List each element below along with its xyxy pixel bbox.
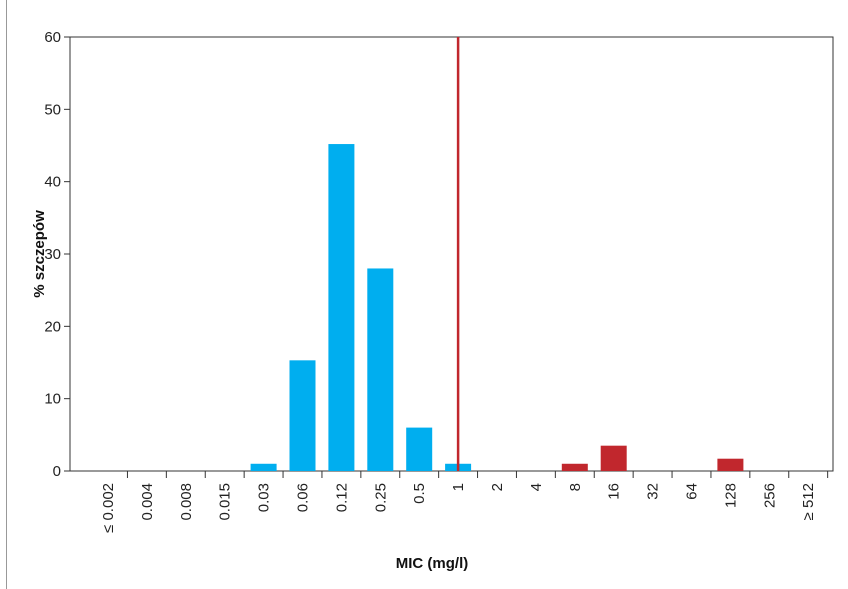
bar bbox=[367, 268, 394, 471]
x-tick-label: 1 bbox=[450, 483, 467, 491]
bar bbox=[406, 427, 433, 471]
y-tick-label: 40 bbox=[44, 174, 61, 191]
y-tick-label: 60 bbox=[44, 29, 61, 46]
x-tick-label: 0.015 bbox=[217, 483, 234, 521]
y-tick-label: 20 bbox=[44, 318, 61, 335]
y-tick-label: 50 bbox=[44, 101, 61, 118]
bar bbox=[289, 360, 316, 471]
x-tick-label: ≤ 0.002 bbox=[100, 483, 117, 533]
y-axis-title: % szczepów bbox=[31, 210, 48, 298]
x-tick-label: 64 bbox=[684, 483, 701, 500]
x-axis: ≤ 0.002 0.004 0.008 0.015 0.03 0.06 0.12 0.25 0.… bbox=[100, 471, 829, 533]
bars bbox=[250, 144, 744, 471]
bar bbox=[717, 458, 744, 471]
x-tick-label: 16 bbox=[606, 483, 623, 500]
x-tick-label: 0.008 bbox=[178, 483, 195, 521]
x-tick-label: 0.03 bbox=[256, 483, 273, 512]
x-tick-label: 32 bbox=[645, 483, 662, 500]
x-tick-label: 4 bbox=[528, 483, 545, 491]
bar bbox=[328, 144, 355, 471]
x-tick-label: 0.5 bbox=[411, 483, 428, 504]
bar bbox=[250, 463, 277, 471]
x-tick-label: 0.25 bbox=[372, 483, 389, 512]
x-tick-label: 0.004 bbox=[139, 483, 156, 521]
bar bbox=[600, 445, 627, 471]
x-tick-label: ≥ 512 bbox=[800, 483, 817, 520]
plot-frame bbox=[69, 36, 834, 472]
x-tick-label: 128 bbox=[722, 483, 739, 508]
x-tick-label: 0.12 bbox=[333, 483, 350, 512]
y-tick-label: 30 bbox=[44, 246, 61, 263]
y-tick-label: 10 bbox=[44, 391, 61, 408]
x-tick-label: 8 bbox=[567, 483, 584, 491]
x-tick-label: 256 bbox=[761, 483, 778, 508]
y-tick-label: 0 bbox=[53, 463, 61, 480]
x-axis-title: MIC (mg/l) bbox=[396, 555, 469, 572]
x-tick-label: 0.06 bbox=[295, 483, 312, 512]
y-axis: 0 10 20 30 40 50 60 bbox=[44, 29, 70, 480]
x-tick-label: 2 bbox=[489, 483, 506, 491]
bar bbox=[561, 463, 588, 471]
